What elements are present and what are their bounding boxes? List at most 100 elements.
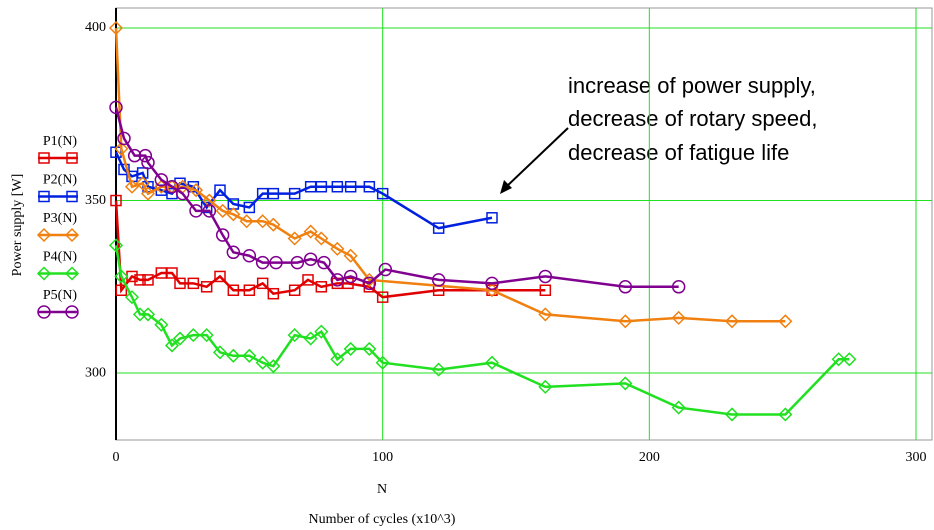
marker [172, 331, 188, 346]
marker [154, 173, 169, 187]
x-tick-label: 0 [113, 450, 120, 465]
marker [109, 100, 123, 115]
marker [165, 179, 179, 194]
marker [141, 155, 155, 170]
marker [431, 362, 446, 377]
marker [344, 180, 357, 193]
marker [618, 280, 633, 294]
marker [66, 190, 78, 203]
marker [290, 255, 305, 270]
legend-label: P2(N) [43, 173, 78, 188]
marker [724, 314, 740, 329]
marker [330, 273, 345, 287]
marker [618, 376, 633, 391]
annotation: decrease of fatigue life [568, 140, 789, 165]
marker [202, 204, 217, 218]
legend-label: P5(N) [43, 288, 78, 303]
marker [343, 248, 358, 263]
marker [117, 131, 131, 146]
marker [255, 255, 270, 270]
marker [288, 284, 301, 296]
marker [114, 141, 129, 156]
marker [315, 180, 328, 193]
marker [140, 186, 156, 201]
x-tick-label: 300 [906, 450, 927, 465]
marker [671, 310, 686, 325]
marker [539, 284, 552, 296]
marker [724, 407, 740, 422]
marker [226, 245, 241, 260]
series-line [114, 107, 679, 289]
marker [243, 201, 256, 214]
marker [314, 231, 329, 246]
marker [37, 305, 51, 319]
marker [343, 269, 358, 284]
marker [212, 345, 228, 360]
marker [302, 274, 314, 286]
marker [362, 276, 377, 291]
marker [618, 314, 633, 329]
marker [267, 287, 280, 300]
marker [138, 148, 153, 163]
marker [256, 277, 269, 290]
x-tick-label: 100 [372, 450, 393, 465]
marker [376, 187, 389, 200]
marker [317, 255, 331, 270]
marker [199, 328, 214, 343]
marker [288, 187, 301, 200]
marker [376, 291, 389, 303]
marker [842, 352, 857, 367]
marker [330, 241, 345, 256]
y-tick-label: 300 [85, 365, 106, 380]
marker [189, 204, 203, 218]
marker [375, 355, 390, 370]
marker [214, 270, 226, 283]
marker [110, 194, 122, 207]
marker [164, 338, 180, 353]
marker [243, 284, 256, 296]
marker [362, 272, 377, 287]
marker [127, 148, 142, 163]
annotation: decrease of rotary speed, [568, 106, 817, 131]
marker [484, 355, 500, 370]
marker [66, 152, 78, 164]
marker [135, 176, 150, 191]
marker [330, 352, 345, 367]
marker [108, 238, 124, 253]
marker [486, 212, 498, 224]
marker [38, 190, 50, 203]
marker [831, 352, 846, 367]
marker [314, 324, 329, 339]
marker [303, 331, 318, 346]
marker [485, 276, 499, 291]
marker [343, 341, 358, 356]
marker [215, 203, 230, 218]
marker [538, 379, 553, 394]
marker [538, 269, 553, 284]
marker [115, 284, 128, 296]
marker [242, 348, 257, 363]
marker [134, 274, 146, 286]
marker [778, 314, 793, 329]
marker [142, 274, 154, 286]
marker [269, 255, 283, 270]
marker [226, 207, 241, 222]
marker [266, 359, 281, 374]
marker [124, 290, 140, 305]
marker [114, 269, 129, 284]
legend-label: P1(N) [43, 134, 78, 149]
marker [154, 317, 169, 332]
marker [187, 277, 200, 290]
series-line [114, 151, 493, 230]
marker [671, 280, 686, 294]
marker [363, 180, 376, 193]
marker [215, 228, 230, 242]
series-line [114, 245, 850, 416]
y-axis-label: Power supply [W] [10, 174, 25, 277]
marker [266, 217, 281, 232]
x-axis-label: N [377, 482, 387, 497]
arrow-head [500, 180, 512, 194]
marker [140, 307, 156, 322]
annotation: increase of power supply, [568, 73, 816, 98]
